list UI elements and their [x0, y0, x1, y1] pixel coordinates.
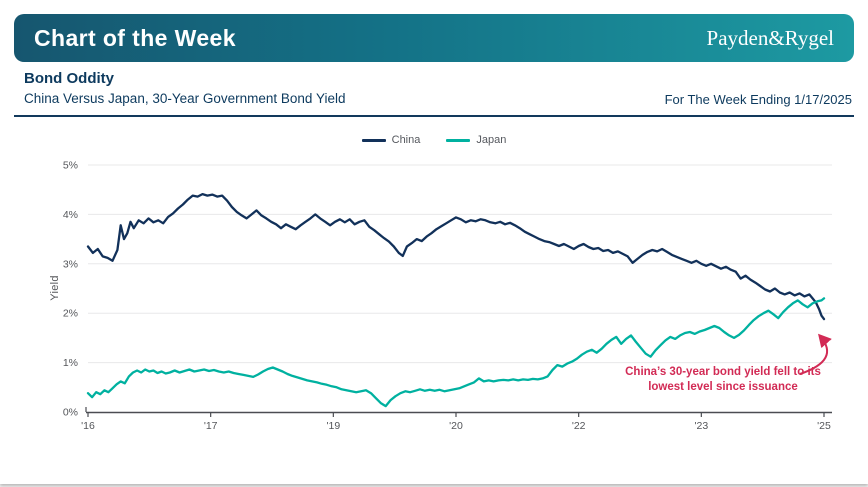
week-ending-label: For The Week Ending 1/17/2025 — [664, 92, 852, 107]
china-series-line — [86, 192, 826, 321]
tick-labels: 0% 1% 2% 3% 4% 5% '16 '17 '19 '20 '22 '23 '25 — [63, 160, 831, 433]
banner-title: Chart of the Week — [34, 24, 236, 51]
x-tick-label: '25 — [817, 420, 831, 432]
y-tick-label: 0% — [63, 407, 78, 419]
gridlines — [88, 164, 832, 364]
x-tick-label: '17 — [204, 420, 218, 432]
china-line-swatch — [361, 138, 386, 142]
x-tick-label: '20 — [449, 420, 463, 432]
chart-subtitle: China Versus Japan, 30-Year Government B… — [24, 91, 346, 106]
x-tick-label: '19 — [326, 420, 340, 432]
annotation-line-2: lowest level since issuance — [648, 380, 798, 393]
x-tick-label: '22 — [572, 420, 586, 432]
legend-label-china: China — [391, 134, 421, 146]
x-tick-label: '16 — [81, 420, 95, 432]
header-divider — [14, 115, 854, 117]
annotation-arrow — [799, 333, 832, 375]
japan-series-line — [86, 297, 826, 408]
axes — [85, 407, 832, 417]
annotation-text: China’s 30-year bond yield fell to its l… — [625, 365, 821, 394]
y-tick-label: 5% — [63, 160, 78, 172]
legend-item-china: China — [361, 134, 421, 146]
chart-legend: China Japan — [0, 134, 868, 146]
x-tick-label: '23 — [694, 420, 708, 432]
legend-item-japan: Japan — [446, 134, 506, 146]
legend-label-japan: Japan — [476, 134, 507, 146]
annotation-line-1: China’s 30-year bond yield fell to its — [625, 366, 821, 378]
y-tick-label: 4% — [63, 209, 78, 221]
japan-line-swatch — [446, 138, 471, 142]
header-banner: Chart of the Week Payden&Rygel — [14, 14, 854, 62]
y-tick-label: 2% — [63, 308, 78, 320]
payden-rygel-logo: Payden&Rygel — [706, 25, 834, 50]
chart-title: Bond Oddity — [24, 70, 114, 87]
y-tick-label: 1% — [63, 357, 78, 369]
y-tick-label: 3% — [63, 258, 78, 270]
